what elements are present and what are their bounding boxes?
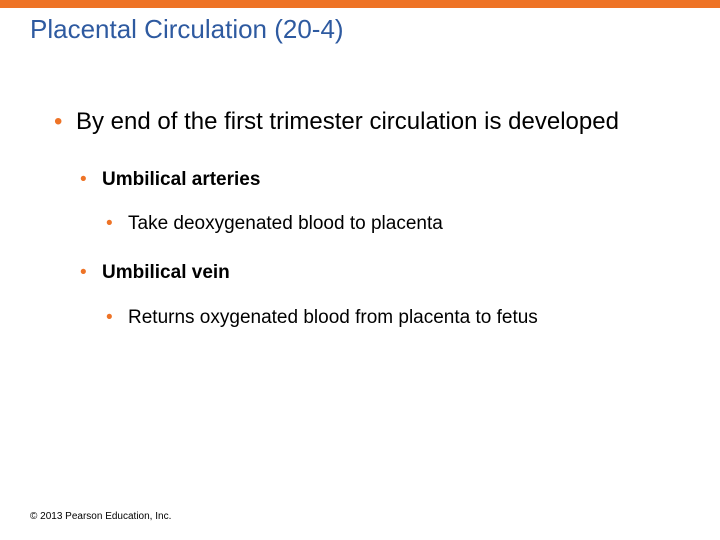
accent-bar <box>0 0 720 8</box>
lvl3-text: Returns oxygenated blood from placenta t… <box>128 307 538 328</box>
bullet-list-lvl3: Returns oxygenated blood from placenta t… <box>102 307 690 330</box>
bullet-list-lvl1: By end of the first trimester circulatio… <box>50 99 690 330</box>
content-area: By end of the first trimester circulatio… <box>0 49 720 540</box>
copyright-footer: © 2013 Pearson Education, Inc. <box>30 511 171 522</box>
lvl1-item: By end of the first trimester circulatio… <box>50 99 690 330</box>
lvl3-text: Take deoxygenated blood to placenta <box>128 213 443 234</box>
slide-title: Placental Circulation (20-4) <box>30 14 720 45</box>
title-wrap: Placental Circulation (20-4) <box>0 8 720 49</box>
lvl3-item: Returns oxygenated blood from placenta t… <box>102 307 690 330</box>
bullet-list-lvl3: Take deoxygenated blood to placenta <box>102 213 690 236</box>
lvl2-text: Umbilical vein <box>102 262 230 283</box>
lvl2-item: Umbilical vein Returns oxygenated blood … <box>76 262 690 330</box>
lvl2-text: Umbilical arteries <box>102 169 260 190</box>
lvl3-item: Take deoxygenated blood to placenta <box>102 213 690 236</box>
lvl1-text: By end of the first trimester circulatio… <box>76 108 619 135</box>
slide: Placental Circulation (20-4) By end of t… <box>0 0 720 540</box>
bullet-list-lvl2: Umbilical arteries Take deoxygenated blo… <box>76 169 690 330</box>
lvl2-item: Umbilical arteries Take deoxygenated blo… <box>76 169 690 237</box>
